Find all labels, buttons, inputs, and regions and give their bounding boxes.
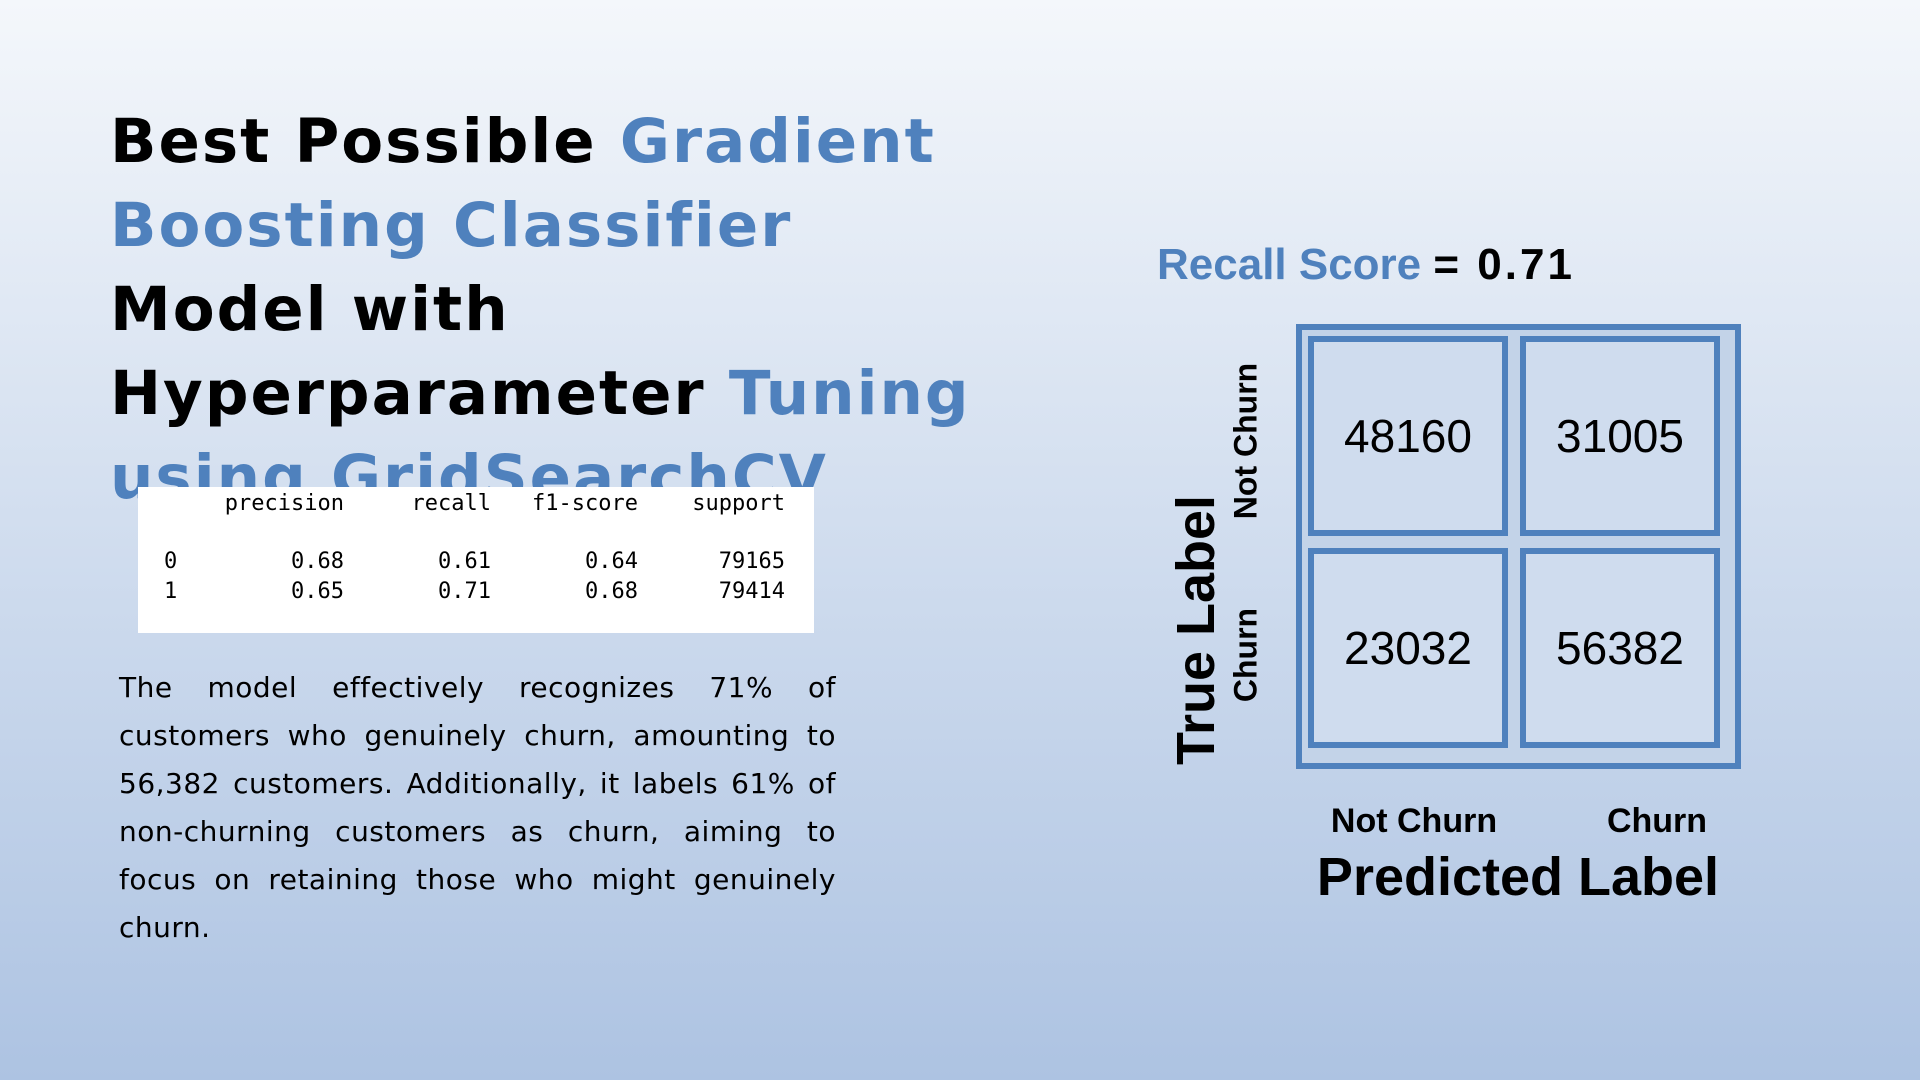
title-run: Best Possible xyxy=(110,106,597,177)
header-cell: f1-score xyxy=(532,491,638,516)
slide-title: Best Possible Gradient Boosting Classifi… xyxy=(110,100,1010,520)
report-cell: 79165 xyxy=(718,549,785,574)
recall-score: Recall Score = 0.71 xyxy=(1157,240,1575,290)
header-cell: support xyxy=(692,491,785,516)
row-label: Not Churn xyxy=(1227,362,1264,520)
recall-label: Recall Score xyxy=(1157,240,1422,289)
report-row: 1 0.65 0.71 0.68 79414 xyxy=(138,579,814,607)
description: The model effectively recognizes 71% of … xyxy=(119,671,836,944)
header-cell: precision xyxy=(224,491,344,516)
report-cell: 79414 xyxy=(718,579,785,604)
report-cell: 0.68 xyxy=(291,549,344,574)
class-label: 1 xyxy=(164,579,178,604)
classification-report: precision recall f1-score support 0 0.68 0.61 0… xyxy=(138,487,814,633)
matrix-cell: 31005 xyxy=(1520,336,1720,536)
col-label: Churn xyxy=(1606,802,1708,840)
matrix-cell: 23032 xyxy=(1308,548,1508,748)
confusion-matrix: 48160 31005 23032 56382 xyxy=(1296,324,1741,769)
report-cell: 0.65 xyxy=(291,579,344,604)
report-cell: 0.68 xyxy=(585,579,638,604)
report-row: 0 0.68 0.61 0.64 79165 xyxy=(138,549,814,577)
y-axis-label: True Label xyxy=(1166,494,1226,766)
matrix-cell: 48160 xyxy=(1308,336,1508,536)
row-label: Churn xyxy=(1227,607,1264,703)
col-label: Not Churn xyxy=(1330,802,1498,840)
report-cell: 0.71 xyxy=(438,579,491,604)
report-cell: 0.64 xyxy=(585,549,638,574)
header-cell: recall xyxy=(411,491,491,516)
x-axis-label: Predicted Label xyxy=(1316,847,1720,907)
report-cell: 0.61 xyxy=(438,549,491,574)
matrix-cell: 56382 xyxy=(1520,548,1720,748)
class-label: 0 xyxy=(164,549,178,574)
recall-value: = 0.71 xyxy=(1433,240,1575,289)
title-run: Model with Hyperparameter xyxy=(110,274,706,429)
title-run: Gradient Boosting Classifier xyxy=(110,106,936,261)
report-header: precision recall f1-score support xyxy=(138,491,814,519)
